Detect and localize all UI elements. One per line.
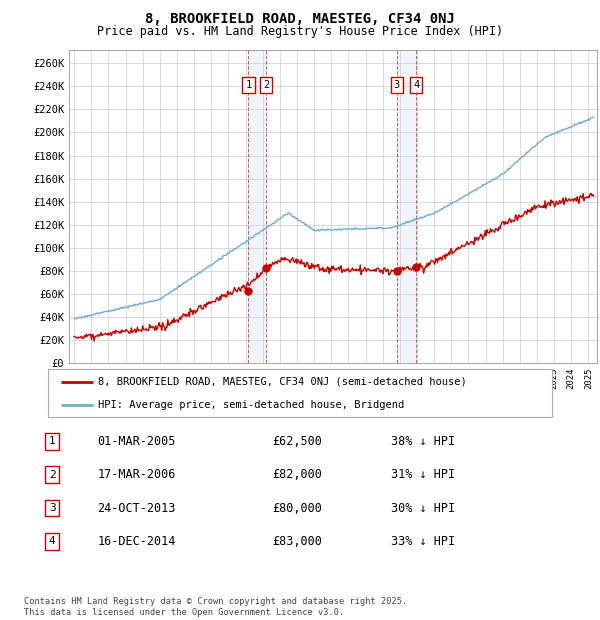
- Bar: [397, 50, 416, 363]
- Text: 8, BROOKFIELD ROAD, MAESTEG, CF34 0NJ: 8, BROOKFIELD ROAD, MAESTEG, CF34 0NJ: [145, 12, 455, 27]
- Text: 30% ↓ HPI: 30% ↓ HPI: [391, 502, 455, 515]
- Text: 24-OCT-2013: 24-OCT-2013: [97, 502, 176, 515]
- Text: £80,000: £80,000: [272, 502, 322, 515]
- Text: Contains HM Land Registry data © Crown copyright and database right 2025.
This d: Contains HM Land Registry data © Crown c…: [24, 598, 407, 617]
- Text: 1: 1: [245, 80, 251, 91]
- Text: 1: 1: [49, 436, 56, 446]
- Text: HPI: Average price, semi-detached house, Bridgend: HPI: Average price, semi-detached house,…: [98, 400, 404, 410]
- Bar: [248, 50, 266, 363]
- Text: 17-MAR-2006: 17-MAR-2006: [97, 468, 176, 481]
- Text: 2: 2: [263, 80, 269, 91]
- Text: 4: 4: [413, 80, 419, 91]
- Text: 01-MAR-2005: 01-MAR-2005: [97, 435, 176, 448]
- Text: 8, BROOKFIELD ROAD, MAESTEG, CF34 0NJ (semi-detached house): 8, BROOKFIELD ROAD, MAESTEG, CF34 0NJ (s…: [98, 377, 467, 387]
- Text: £82,000: £82,000: [272, 468, 322, 481]
- Text: £83,000: £83,000: [272, 535, 322, 548]
- Text: 33% ↓ HPI: 33% ↓ HPI: [391, 535, 455, 548]
- Text: 38% ↓ HPI: 38% ↓ HPI: [391, 435, 455, 448]
- Text: 3: 3: [394, 80, 400, 91]
- Text: 2: 2: [49, 470, 56, 480]
- FancyBboxPatch shape: [48, 369, 552, 417]
- Text: 3: 3: [49, 503, 56, 513]
- Text: 16-DEC-2014: 16-DEC-2014: [97, 535, 176, 548]
- Text: 31% ↓ HPI: 31% ↓ HPI: [391, 468, 455, 481]
- Text: 4: 4: [49, 536, 56, 546]
- Text: £62,500: £62,500: [272, 435, 322, 448]
- Text: Price paid vs. HM Land Registry's House Price Index (HPI): Price paid vs. HM Land Registry's House …: [97, 25, 503, 38]
